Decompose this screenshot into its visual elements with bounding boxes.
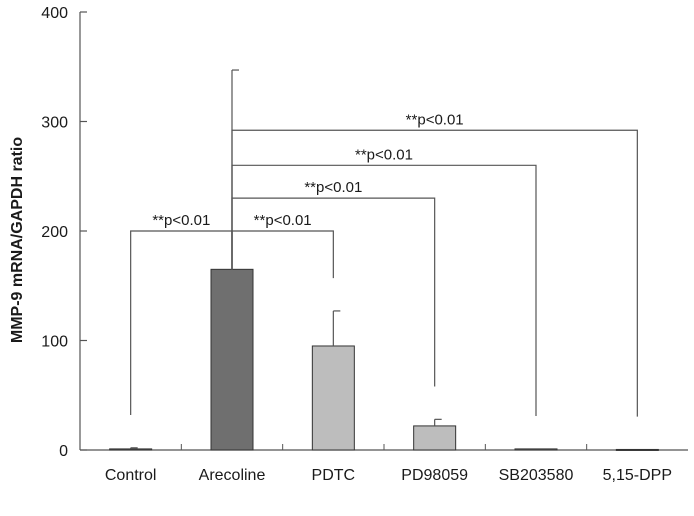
y-tick-label: 400: [41, 5, 68, 22]
bar-sb203580: [514, 448, 558, 451]
axes: [79, 11, 688, 451]
x-tick-label: SB203580: [499, 467, 574, 484]
y-tick-label: 300: [41, 115, 68, 132]
bar-control: [109, 448, 153, 451]
significance-label: **p<0.01: [152, 212, 210, 229]
x-tick-label: PD98059: [401, 467, 468, 484]
x-tick-label: Arecoline: [199, 467, 266, 484]
tick-labels: 0 100 200 300 400 Control Arecoline PDTC PD98059…: [41, 5, 672, 484]
x-tick-label: 5,15-DPP: [603, 467, 672, 484]
significance-brackets: **p<0.01 **p<0.01 **p<0.01 **p<0.01 **p<0.01: [130, 111, 638, 417]
bars: [109, 268, 659, 451]
bar-pdtc: [311, 345, 355, 451]
bar-pd98059: [413, 425, 457, 451]
x-tick-label: PDTC: [312, 467, 356, 484]
y-tick-label: 200: [41, 224, 68, 241]
y-tick-label: 0: [59, 443, 68, 460]
significance-label: **p<0.01: [304, 179, 362, 196]
x-tick-label: Control: [105, 467, 157, 484]
significance-bracket: [231, 164, 537, 417]
significance-bracket: [231, 129, 638, 417]
significance-label: **p<0.01: [254, 212, 312, 229]
significance-label: **p<0.01: [355, 146, 413, 163]
y-tick-label: 100: [41, 334, 68, 351]
y-axis-label: MMP-9 mRNA/GAPDH ratio: [9, 137, 26, 343]
significance-label: **p<0.01: [406, 111, 464, 128]
error-bars: [130, 69, 442, 449]
bar-arecoline: [210, 268, 254, 451]
bar-5-15-dpp: [615, 448, 659, 451]
